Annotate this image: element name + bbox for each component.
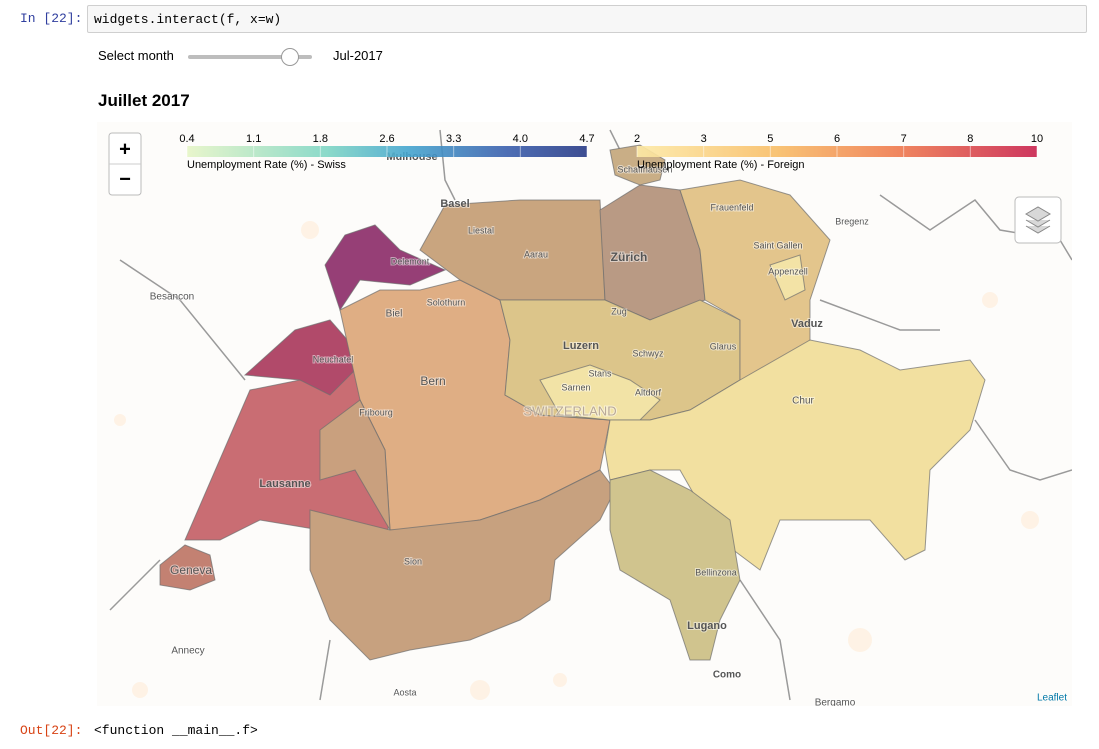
legend-label: Unemployment Rate (%) - Swiss xyxy=(187,159,346,171)
slider-value: Jul-2017 xyxy=(333,48,383,63)
place-label: Schaffhausen xyxy=(618,164,673,174)
slider-handle[interactable] xyxy=(281,48,299,66)
place-label: Neuchatel xyxy=(313,354,354,364)
place-label: Sarnen xyxy=(561,382,590,392)
legend-tick-label: 2.6 xyxy=(379,133,394,145)
legend-tick-label: 6 xyxy=(834,133,840,145)
legend-tick-label: 3 xyxy=(701,133,707,145)
place-label: Besancon xyxy=(150,292,194,303)
legend-tick-label: 7 xyxy=(901,133,907,145)
output-prompt: Out[22]: xyxy=(20,723,83,738)
place-label: Vaduz xyxy=(791,318,823,330)
place-label: Solothurn xyxy=(427,297,466,307)
place-label: Schwyz xyxy=(632,348,664,358)
legends: 0.4 1.1 1.8 2.6 3.3 4.0 4.7 Unemployment Rate (… xyxy=(179,133,1043,171)
legend-label: Unemployment Rate (%) - Foreign xyxy=(637,159,805,171)
zoom-control: + − xyxy=(108,132,142,196)
place-label: Luzern xyxy=(563,340,599,352)
place-label: Annecy xyxy=(171,646,204,657)
layers-control[interactable] xyxy=(1014,196,1062,244)
map: BaselDelemontMulhouseFrauenfeldBregenzSa… xyxy=(97,122,1072,706)
place-label: Appenzell xyxy=(768,266,808,276)
legend-tick-label: 4.7 xyxy=(579,133,594,145)
legend-tick-label: 4.0 xyxy=(513,133,528,145)
legend-tick-label: 5 xyxy=(767,133,773,145)
map-title: Juillet 2017 xyxy=(98,91,190,110)
legend-tick-label: 1.1 xyxy=(246,133,261,145)
place-label: Lugano xyxy=(687,620,727,632)
slider-label: Select month xyxy=(98,48,174,63)
place-label: Glarus xyxy=(710,341,737,351)
place-label: Como xyxy=(713,670,741,681)
legend-tick-label: 3.3 xyxy=(446,133,461,145)
place-label: SWITZERLAND xyxy=(523,403,616,418)
place-label: Bergamo xyxy=(815,698,856,706)
slider-track[interactable] xyxy=(188,55,312,59)
place-label: Bregenz xyxy=(835,216,869,226)
place-label: Bellinzona xyxy=(695,567,737,577)
cell-output: <function __main__.f> xyxy=(94,723,258,738)
place-label: Biel xyxy=(386,309,403,320)
place-label: Altdorf xyxy=(635,387,662,397)
zoom-out[interactable]: − xyxy=(119,168,131,190)
place-label: Zug xyxy=(611,306,627,316)
place-label: Zürich xyxy=(611,250,648,264)
attribution[interactable]: Leaflet xyxy=(1037,693,1067,704)
borders xyxy=(109,129,1072,701)
legend-tick-label: 8 xyxy=(967,133,973,145)
cantons xyxy=(159,144,986,661)
layers-icon xyxy=(1025,206,1051,234)
place-label: Basel xyxy=(440,198,469,210)
place-label: Sion xyxy=(404,556,422,566)
urban-areas xyxy=(114,221,1039,700)
place-label: Frauenfeld xyxy=(710,202,753,212)
place-label: Bern xyxy=(420,374,445,388)
input-prompt: In [22]: xyxy=(20,11,83,26)
place-label: Lausanne xyxy=(259,478,310,490)
legend-tick-label: 2 xyxy=(634,133,640,145)
place-label: Delemont xyxy=(391,256,430,266)
place-label: Chur xyxy=(792,396,814,407)
place-label: Saint Gallen xyxy=(753,240,802,250)
place-label: Geneva xyxy=(170,563,212,577)
legend-tick-label: 1.8 xyxy=(313,133,328,145)
place-label: Fribourg xyxy=(359,407,393,417)
place-label: Aarau xyxy=(524,249,548,259)
zoom-in[interactable]: + xyxy=(119,138,131,160)
place-labels: BaselDelemontMulhouseFrauenfeldBregenzSa… xyxy=(149,150,870,706)
legend-tick-label: 10 xyxy=(1031,133,1043,145)
legend-tick-label: 0.4 xyxy=(179,133,194,145)
place-label: Stans xyxy=(588,368,612,378)
place-label: Liestal xyxy=(468,225,494,235)
code-cell[interactable]: widgets.interact(f, x=w) xyxy=(87,5,1087,33)
place-label: Aosta xyxy=(393,687,416,697)
